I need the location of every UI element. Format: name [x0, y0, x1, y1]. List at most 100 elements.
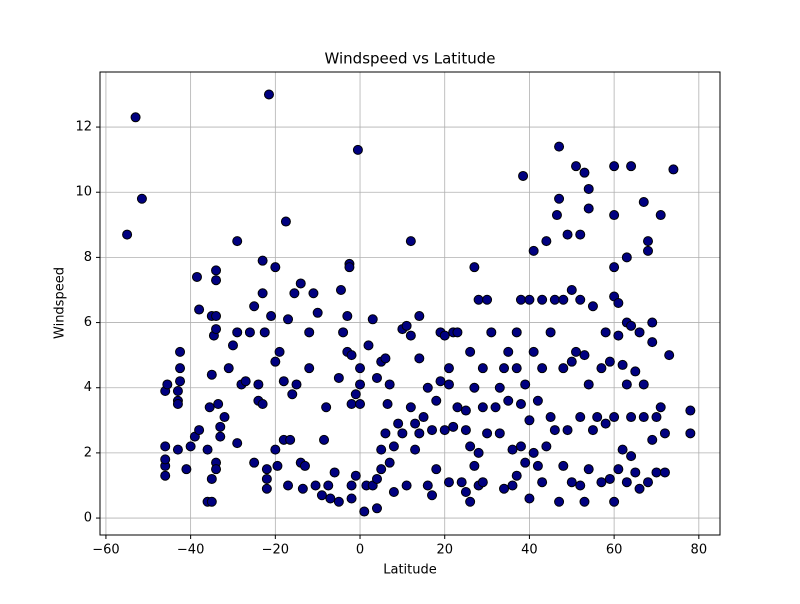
point — [609, 496, 620, 507]
point — [175, 363, 186, 374]
point — [558, 294, 569, 305]
point — [422, 382, 433, 393]
point — [410, 418, 421, 429]
point — [507, 444, 518, 455]
point — [206, 473, 217, 484]
point — [617, 359, 628, 370]
point — [473, 447, 484, 458]
point — [499, 483, 510, 494]
point — [232, 236, 243, 247]
point — [371, 503, 382, 514]
point — [401, 320, 412, 331]
point — [388, 486, 399, 497]
point — [575, 412, 586, 423]
point — [554, 193, 565, 204]
point — [346, 480, 357, 491]
point — [325, 493, 336, 504]
point — [473, 294, 484, 305]
point — [626, 320, 637, 331]
point — [638, 412, 649, 423]
point — [524, 493, 535, 504]
point — [414, 353, 425, 364]
x-tick-label: −40 — [177, 543, 204, 558]
point — [283, 314, 294, 325]
point — [405, 402, 416, 413]
point — [579, 496, 590, 507]
point — [469, 262, 480, 273]
point — [575, 480, 586, 491]
point — [566, 356, 577, 367]
point — [397, 428, 408, 439]
point — [482, 294, 493, 305]
chart-title: Windspeed vs Latitude — [325, 50, 496, 68]
point — [371, 372, 382, 383]
point — [287, 389, 298, 400]
point — [465, 496, 476, 507]
point — [520, 457, 531, 468]
point — [511, 363, 522, 374]
point — [308, 288, 319, 299]
point — [613, 464, 624, 475]
point — [617, 444, 628, 455]
point — [634, 483, 645, 494]
point — [566, 284, 577, 295]
point — [685, 405, 696, 416]
point — [549, 425, 560, 436]
point — [410, 444, 421, 455]
point — [490, 402, 501, 413]
point — [414, 428, 425, 439]
point — [486, 327, 497, 338]
point — [600, 327, 611, 338]
point — [643, 236, 654, 247]
point — [460, 405, 471, 416]
point — [554, 141, 565, 152]
point — [191, 271, 202, 282]
point — [355, 379, 366, 390]
point — [511, 470, 522, 481]
point — [604, 473, 615, 484]
point — [592, 412, 603, 423]
point — [477, 477, 488, 488]
point — [194, 425, 205, 436]
point — [604, 356, 615, 367]
x-tick-label: −20 — [262, 543, 289, 558]
y-tick-label: 12 — [75, 120, 92, 135]
point — [528, 447, 539, 458]
point — [465, 346, 476, 357]
y-tick-label: 8 — [84, 250, 92, 265]
point — [515, 399, 526, 410]
point — [532, 460, 543, 471]
point — [359, 506, 370, 517]
point — [613, 298, 624, 309]
point — [219, 412, 230, 423]
point — [575, 229, 586, 240]
y-tick-label: 6 — [84, 315, 92, 330]
point — [253, 379, 264, 390]
point — [554, 496, 565, 507]
point — [659, 428, 670, 439]
point — [316, 490, 327, 501]
point — [335, 284, 346, 295]
point — [460, 425, 471, 436]
plot-frame — [99, 71, 721, 536]
point — [621, 379, 632, 390]
point — [160, 470, 171, 481]
point — [304, 363, 315, 374]
point — [626, 451, 637, 462]
point — [443, 363, 454, 374]
point — [587, 301, 598, 312]
point — [494, 382, 505, 393]
point — [371, 473, 382, 484]
point — [266, 311, 277, 322]
point — [261, 483, 272, 494]
point — [621, 252, 632, 263]
point — [503, 346, 514, 357]
point — [638, 197, 649, 208]
point — [566, 477, 577, 488]
point — [240, 376, 251, 387]
point — [257, 288, 268, 299]
point — [537, 294, 548, 305]
point — [651, 412, 662, 423]
point — [537, 363, 548, 374]
point — [528, 245, 539, 256]
